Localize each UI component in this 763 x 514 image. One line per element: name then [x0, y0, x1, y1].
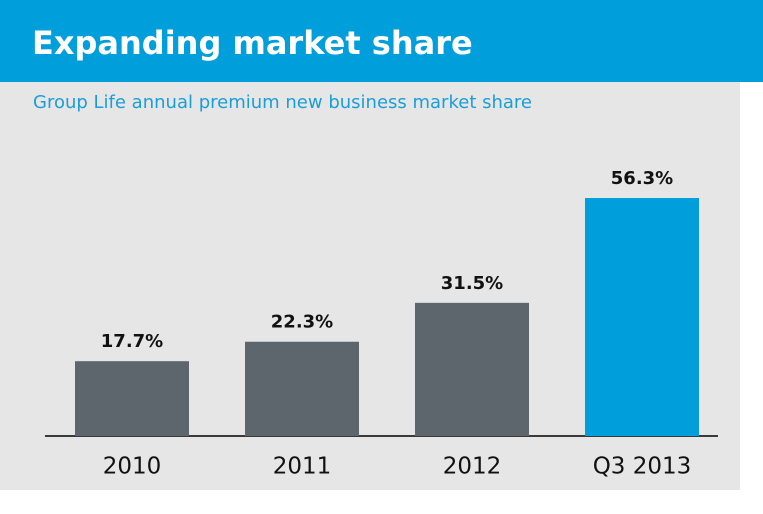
value-label: 56.3%: [611, 168, 673, 189]
chart-title: Expanding market share: [32, 24, 473, 62]
bar: [245, 341, 359, 436]
x-tick-label: Q3 2013: [593, 454, 692, 480]
value-label: 22.3%: [271, 312, 333, 333]
x-tick-label: 2012: [443, 454, 502, 480]
header: [0, 0, 763, 82]
value-label: 17.7%: [101, 331, 163, 352]
bar: [415, 302, 529, 436]
chart-subtitle: Group Life annual premium new business m…: [33, 92, 532, 113]
bar: [585, 198, 699, 436]
bar: [75, 361, 189, 436]
x-tick-label: 2011: [273, 454, 332, 480]
value-label: 31.5%: [441, 273, 503, 294]
x-tick-label: 2010: [103, 454, 162, 480]
